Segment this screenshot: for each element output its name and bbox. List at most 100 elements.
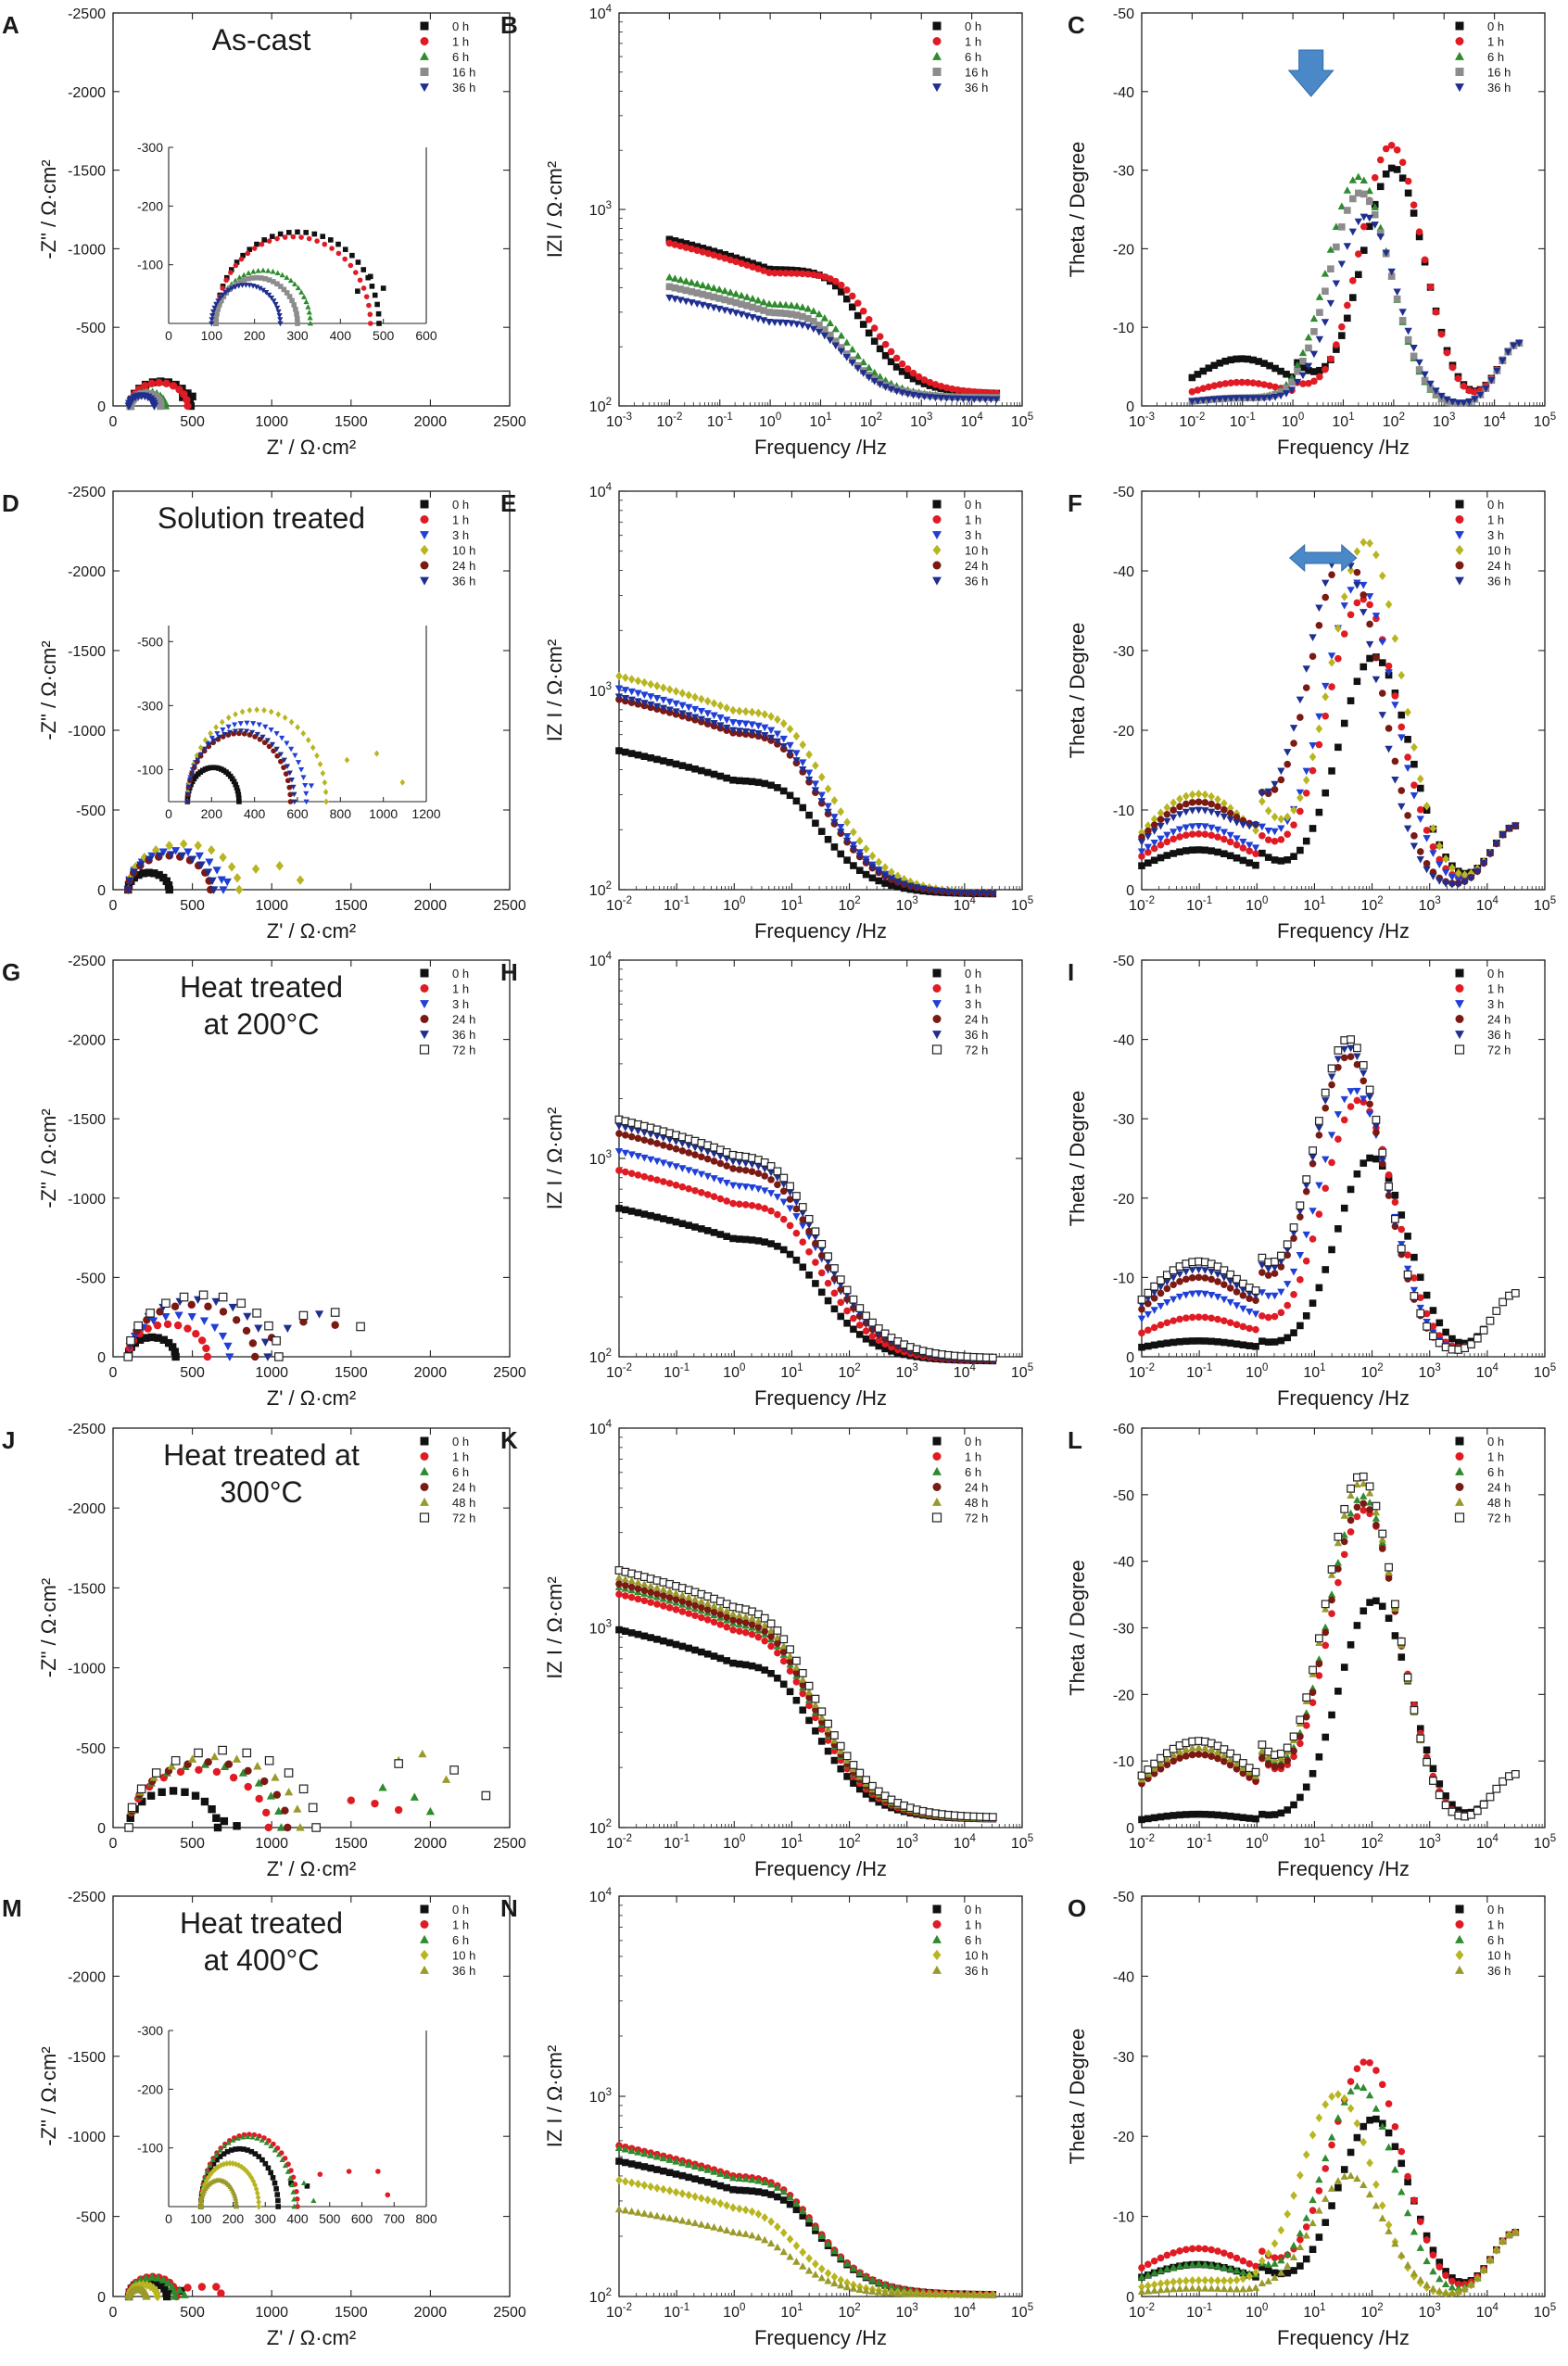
data-point	[284, 1823, 292, 1832]
panel-letter: F	[1068, 489, 1082, 517]
data-point	[647, 1588, 654, 1596]
data-point	[420, 500, 429, 509]
data-point	[1233, 395, 1241, 402]
data-point	[1302, 1713, 1310, 1721]
data-point	[183, 1324, 192, 1333]
data-point	[1150, 1769, 1158, 1778]
data-point	[820, 332, 829, 340]
data-point	[1150, 1289, 1158, 1297]
data-point	[1157, 1813, 1165, 1821]
plot-frame	[1141, 12, 1546, 407]
data-point	[151, 1768, 161, 1778]
data-point	[1338, 332, 1346, 339]
data-point	[615, 671, 623, 681]
inset-y-tick-label: -200	[137, 198, 163, 213]
data-point	[399, 778, 406, 786]
data-point	[748, 295, 757, 302]
data-point	[777, 269, 784, 277]
data-point	[1455, 984, 1464, 993]
data-point	[284, 740, 290, 747]
data-point	[729, 1626, 737, 1634]
data-point	[741, 777, 750, 785]
data-point	[226, 729, 234, 736]
data-point	[830, 1736, 839, 1744]
data-point	[253, 1762, 262, 1770]
data-point	[774, 1181, 781, 1189]
data-point	[736, 1660, 743, 1668]
inset-x-tick-label: 300	[286, 328, 309, 343]
data-point	[1248, 395, 1258, 402]
data-point	[1220, 1812, 1228, 1819]
data-point	[1353, 568, 1361, 576]
data-point	[875, 1336, 883, 1345]
data-point	[837, 1765, 845, 1773]
data-point	[1334, 1578, 1342, 1587]
data-point	[215, 306, 221, 312]
data-point	[1404, 189, 1412, 197]
data-point	[1264, 827, 1272, 835]
data-point	[269, 234, 275, 239]
data-point	[1246, 1290, 1254, 1297]
data-point	[1347, 1053, 1355, 1060]
data-point	[817, 1713, 826, 1721]
data-point	[1410, 760, 1418, 768]
data-point	[163, 1320, 172, 1329]
data-point	[1454, 1806, 1462, 1815]
data-point	[1277, 1288, 1285, 1297]
data-point	[862, 1311, 870, 1321]
data-point	[209, 317, 215, 323]
x-tick-label: 105	[1534, 1833, 1556, 1852]
data-point	[259, 267, 267, 273]
data-point	[774, 1242, 781, 1250]
data-point	[202, 2182, 208, 2189]
data-point	[208, 1805, 216, 1814]
data-point	[1337, 260, 1347, 269]
legend-label: 36 h	[452, 575, 475, 588]
legend-label: 0 h	[452, 19, 469, 33]
data-point	[805, 1693, 813, 1702]
inset-y-tick-label: -100	[137, 2141, 163, 2156]
data-point	[1473, 868, 1482, 876]
data-point	[420, 37, 429, 45]
data-point	[697, 715, 706, 724]
data-point	[742, 293, 752, 300]
data-point	[1455, 1436, 1464, 1446]
data-point	[817, 1269, 826, 1277]
data-point	[932, 515, 942, 524]
data-point	[1144, 827, 1152, 835]
data-point	[286, 770, 293, 777]
data-point	[248, 2148, 255, 2155]
data-point	[1340, 1116, 1348, 1124]
data-point	[1354, 218, 1362, 226]
data-point	[1365, 593, 1374, 601]
data-point	[870, 337, 879, 345]
data-point	[1296, 714, 1304, 721]
data-point	[1309, 1235, 1317, 1243]
data-point	[727, 252, 734, 260]
data-point	[699, 245, 707, 252]
data-point	[1426, 283, 1435, 291]
data-point	[1461, 870, 1469, 879]
data-point	[672, 700, 680, 708]
data-point	[870, 368, 879, 376]
data-point	[1397, 670, 1406, 680]
x-tick-label: 102	[1360, 1833, 1383, 1852]
data-point	[1233, 854, 1241, 862]
data-point	[1157, 835, 1165, 843]
data-point	[970, 396, 979, 403]
data-point	[704, 246, 713, 254]
data-point	[782, 269, 790, 277]
y-tick-label: -1000	[68, 724, 106, 740]
data-point	[1195, 1313, 1203, 1321]
data-point	[298, 1310, 309, 1321]
data-point	[634, 751, 642, 759]
data-point	[942, 384, 951, 392]
data-point	[187, 1313, 196, 1322]
data-point	[1455, 83, 1464, 93]
data-point	[481, 1790, 491, 1801]
data-point	[1378, 571, 1386, 581]
data-point	[1137, 1315, 1146, 1323]
data-point	[690, 1169, 700, 1177]
data-point	[1201, 846, 1209, 854]
data-point	[876, 333, 884, 340]
